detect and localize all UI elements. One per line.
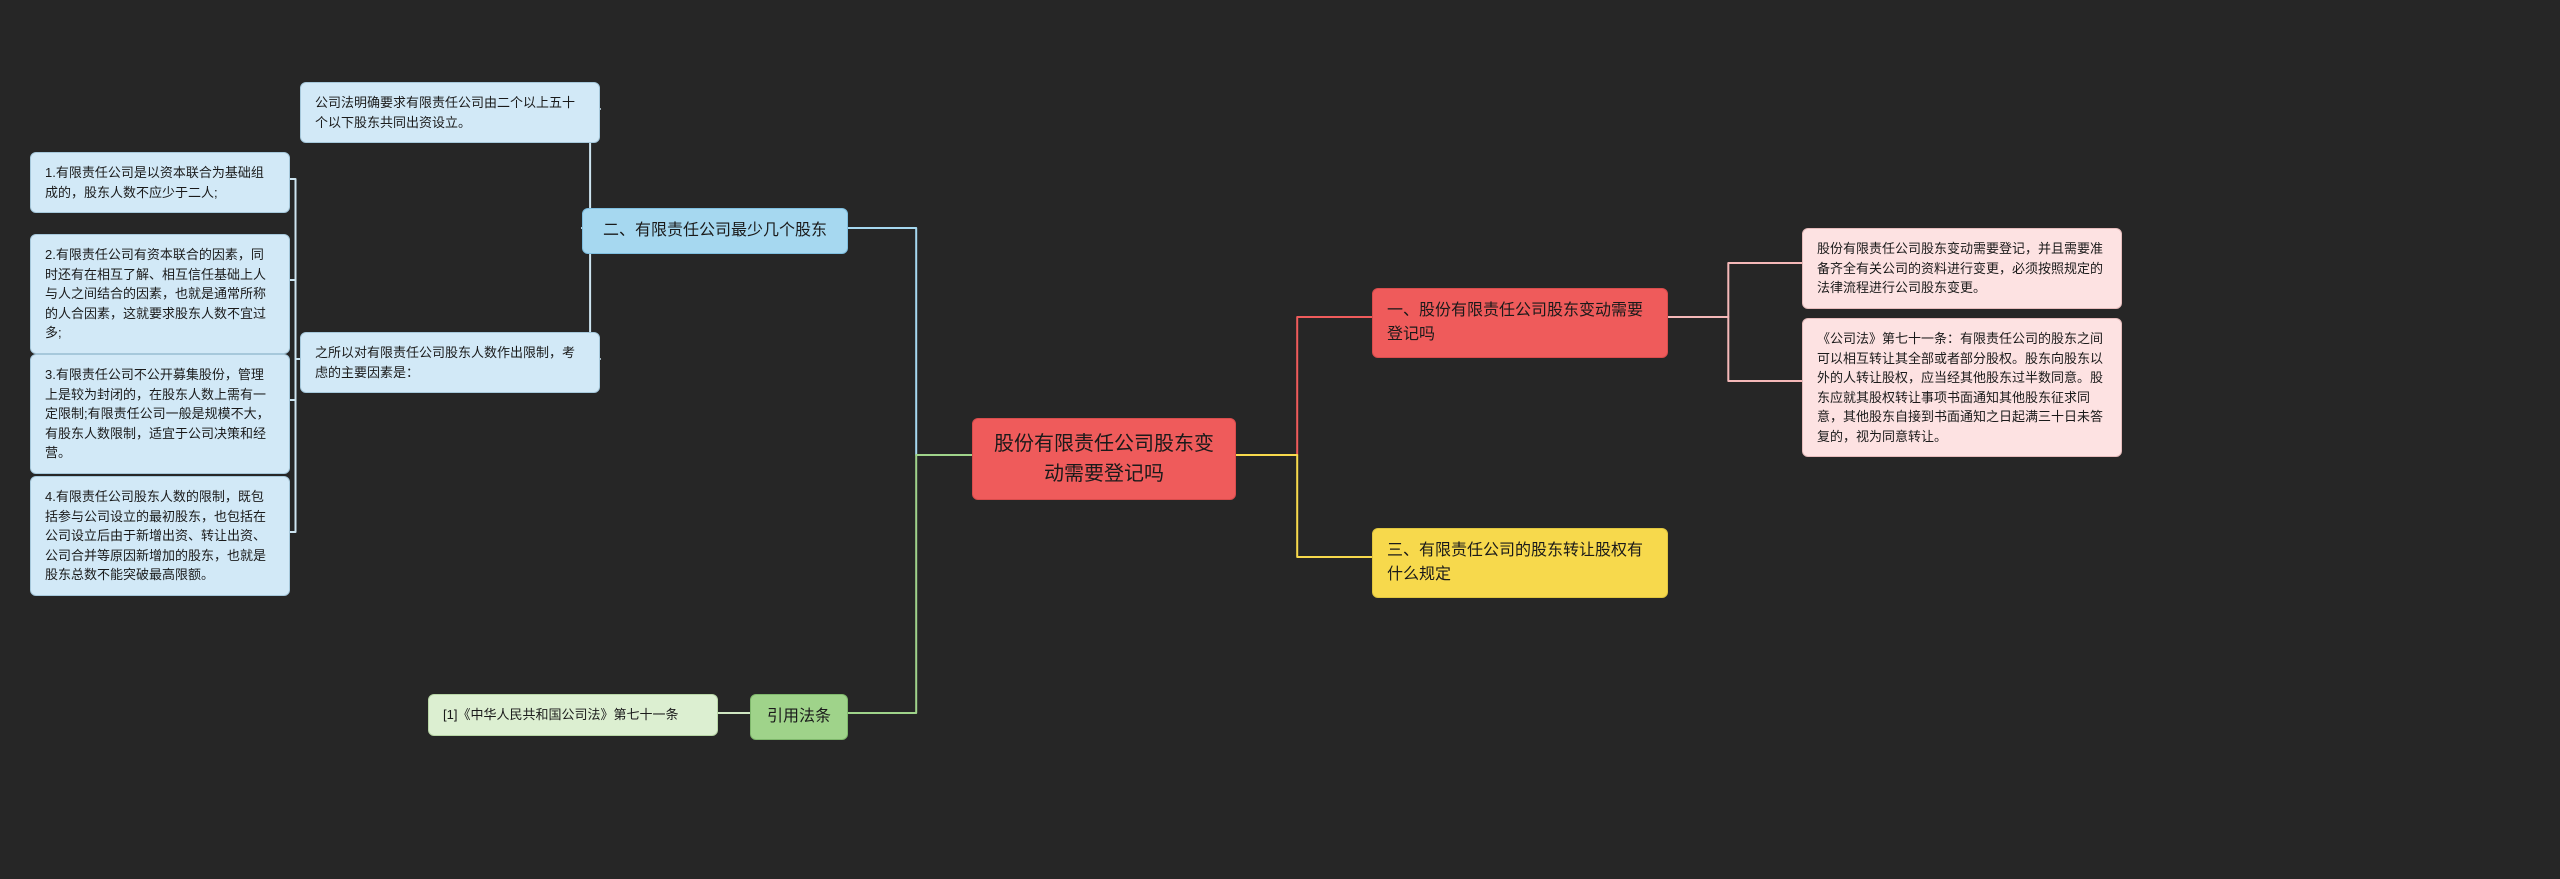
branch-cite[interactable]: 引用法条 — [750, 694, 848, 740]
leaf-2b4-label: 4.有限责任公司股东人数的限制，既包括参与公司设立的最初股东，也包括在公司设立后… — [45, 487, 275, 585]
leaf-2a[interactable]: 公司法明确要求有限责任公司由二个以上五十个以下股东共同出资设立。 — [300, 82, 600, 143]
root-node[interactable]: 股份有限责任公司股东变动需要登记吗 — [972, 418, 1236, 500]
leaf-2a-label: 公司法明确要求有限责任公司由二个以上五十个以下股东共同出资设立。 — [315, 93, 585, 132]
leaf-2b2[interactable]: 2.有限责任公司有资本联合的因素，同时还有在相互了解、相互信任基础上人与人之间结… — [30, 234, 290, 354]
leaf-2b3[interactable]: 3.有限责任公司不公开募集股份，管理上是较为封闭的，在股东人数上需有一定限制;有… — [30, 354, 290, 474]
leaf-2b4[interactable]: 4.有限责任公司股东人数的限制，既包括参与公司设立的最初股东，也包括在公司设立后… — [30, 476, 290, 596]
leaf-2b3-label: 3.有限责任公司不公开募集股份，管理上是较为封闭的，在股东人数上需有一定限制;有… — [45, 365, 275, 463]
leaf-1b[interactable]: 《公司法》第七十一条：有限责任公司的股东之间可以相互转让其全部或者部分股权。股东… — [1802, 318, 2122, 457]
leaf-2b[interactable]: 之所以对有限责任公司股东人数作出限制，考虑的主要因素是： — [300, 332, 600, 393]
leaf-2b1-label: 1.有限责任公司是以资本联合为基础组成的，股东人数不应少于二人; — [45, 163, 275, 202]
leaf-1a-label: 股份有限责任公司股东变动需要登记，并且需要准备齐全有关公司的资料进行变更，必须按… — [1817, 239, 2107, 298]
leaf-2b1[interactable]: 1.有限责任公司是以资本联合为基础组成的，股东人数不应少于二人; — [30, 152, 290, 213]
branch-1-label: 一、股份有限责任公司股东变动需要登记吗 — [1387, 299, 1653, 347]
branch-cite-label: 引用法条 — [767, 705, 831, 729]
leaf-cite1[interactable]: [1]《中华人民共和国公司法》第七十一条 — [428, 694, 718, 736]
branch-2[interactable]: 二、有限责任公司最少几个股东 — [582, 208, 848, 254]
leaf-cite1-label: [1]《中华人民共和国公司法》第七十一条 — [443, 705, 678, 725]
leaf-1b-label: 《公司法》第七十一条：有限责任公司的股东之间可以相互转让其全部或者部分股权。股东… — [1817, 329, 2107, 446]
root-label: 股份有限责任公司股东变动需要登记吗 — [987, 429, 1221, 489]
leaf-2b-label: 之所以对有限责任公司股东人数作出限制，考虑的主要因素是： — [315, 343, 585, 382]
branch-3[interactable]: 三、有限责任公司的股东转让股权有什么规定 — [1372, 528, 1668, 598]
branch-2-label: 二、有限责任公司最少几个股东 — [603, 219, 827, 243]
mindmap-canvas: { "canvas": { "width": 2560, "height": 8… — [0, 0, 2560, 879]
branch-3-label: 三、有限责任公司的股东转让股权有什么规定 — [1387, 539, 1653, 587]
leaf-1a[interactable]: 股份有限责任公司股东变动需要登记，并且需要准备齐全有关公司的资料进行变更，必须按… — [1802, 228, 2122, 309]
branch-1[interactable]: 一、股份有限责任公司股东变动需要登记吗 — [1372, 288, 1668, 358]
leaf-2b2-label: 2.有限责任公司有资本联合的因素，同时还有在相互了解、相互信任基础上人与人之间结… — [45, 245, 275, 343]
